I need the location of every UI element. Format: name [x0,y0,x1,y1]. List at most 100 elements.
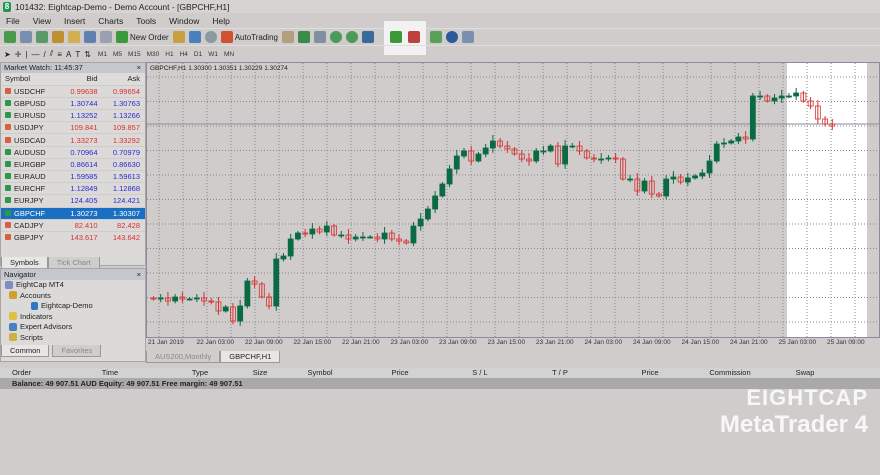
timeframe-h1[interactable]: H1 [165,50,174,58]
navigator-account-item[interactable]: Eightcap-Demo [1,301,145,312]
chart-window[interactable]: GBPCHF,H1 1.30300 1.30351 1.30229 1.3027… [146,62,880,338]
navigator-expert-advisors[interactable]: Expert Advisors [1,322,145,333]
market-watch-row[interactable]: GBPJPY 143.617 143.642 [1,231,145,241]
candle-body [619,158,626,180]
column-header[interactable]: Price [391,368,409,377]
candle-body [302,232,309,235]
timeframe-h4[interactable]: H4 [179,50,188,58]
market-watch-row[interactable]: USDJPY 109.841 109.857 [1,121,145,135]
signals-icon[interactable] [188,31,201,43]
chart-shift-icon[interactable] [389,31,402,43]
close-icon[interactable]: × [136,269,141,279]
menu-tools[interactable]: Tools [136,15,157,26]
timeframe-m5[interactable]: M5 [112,50,122,58]
column-header[interactable]: S / L [472,368,488,377]
time-label: 24 Jan 15:00 [681,339,720,346]
text-icon[interactable]: A [65,49,72,59]
market-watch-row[interactable]: CADJPY 82.410 82.428 [1,219,145,232]
timeframe-w1[interactable]: W1 [208,50,218,58]
menu-view[interactable]: View [32,15,51,26]
autotrading-button[interactable]: AutoTrading [220,31,278,43]
timeframe-m30[interactable]: M30 [146,50,160,58]
new-chart-icon[interactable] [4,31,16,43]
indicators-icon[interactable] [429,31,442,43]
timeframe-m1[interactable]: M1 [97,50,107,58]
horizontal-line-icon[interactable]: — [31,49,40,59]
column-header[interactable]: Size [252,368,268,377]
arrow-up-icon [5,160,11,167]
tester-icon[interactable] [100,31,112,43]
tile-windows-icon[interactable] [361,31,374,43]
tab-gbpchf-h1[interactable]: GBPCHF,H1 [220,351,281,363]
timeframe-m15[interactable]: M15 [127,50,141,58]
market-watch-row[interactable]: GBPUSD 1.30744 1.30763 [1,97,145,111]
market-watch-row[interactable]: GBPCHF 1.30273 1.30307 [1,207,145,220]
market-watch-row[interactable]: EURCHF 1.12849 1.12868 [1,182,145,196]
column-header[interactable]: Swap [795,368,815,377]
column-header[interactable]: Commission [709,368,751,377]
market-watch-row[interactable]: USDCAD 1.33273 1.33292 [1,133,145,147]
column-header[interactable]: Order [12,368,32,377]
close-icon[interactable]: × [136,63,141,72]
menu-file[interactable]: File [6,15,20,26]
navigator-tabs: Common Favorites [1,344,145,357]
navigator-accounts[interactable]: Accounts [1,290,145,301]
menu-insert[interactable]: Insert [63,15,86,26]
column-header[interactable]: Price [641,368,659,377]
column-header[interactable]: Type [191,368,209,377]
tab-aus200-monthly[interactable]: AUS200,Monthly [146,351,221,363]
fibonacci-icon[interactable]: ≡ [57,49,62,59]
column-header[interactable]: T / P [552,368,568,377]
tab-favorites[interactable]: Favorites [52,344,102,357]
menu-window[interactable]: Window [169,15,200,26]
timeframe-mn[interactable]: MN [223,50,235,58]
navigator-indicators[interactable]: Indicators [1,311,145,322]
timeframe-d1[interactable]: D1 [193,50,203,58]
zoom-out-icon[interactable] [345,31,358,43]
column-header[interactable]: Symbol [307,368,333,377]
market-icon[interactable] [204,31,217,43]
auto-scroll-icon[interactable] [407,31,420,43]
new-order-button[interactable]: New Order [116,31,169,43]
market-watch-row[interactable]: USDCHF 0.99638 0.99654 [1,85,145,98]
candlestick-chart[interactable] [147,63,879,337]
cursor-icon[interactable]: ➤ [4,49,11,59]
zoom-in-icon[interactable] [329,31,342,43]
menu-help[interactable]: Help [212,15,230,26]
navigator-root[interactable]: EightCap MT4 [1,280,145,291]
candlestick-chart-icon[interactable] [297,31,310,43]
menu-charts[interactable]: Charts [98,15,124,26]
eightcap-watermark: EIGHTCAP MetaTrader 4 [720,385,868,439]
candle-body [663,178,670,197]
candle-body [757,95,763,98]
market-watch-icon[interactable] [36,31,48,43]
column-header[interactable]: Time [101,368,119,377]
metaeditor-icon[interactable] [172,31,185,43]
market-watch-row[interactable]: AUDUSD 0.70964 0.70979 [1,146,145,159]
tab-common[interactable]: Common [1,344,50,357]
trendline-icon[interactable]: / [43,49,46,59]
navigator-scripts[interactable]: Scripts [1,332,145,343]
data-window-icon[interactable] [52,31,64,43]
candle-body [424,208,431,220]
market-watch-row[interactable]: EURGBP 0.86614 0.86630 [1,158,145,172]
templates-icon[interactable] [461,31,474,43]
arrows-icon[interactable]: ⇅ [84,49,91,59]
text-label-icon[interactable]: T [75,49,81,59]
line-chart-icon[interactable] [313,31,326,43]
market-watch-row[interactable]: EURUSD 1.13252 1.13266 [1,109,145,123]
channel-icon[interactable]: ⫽ [49,49,54,58]
periods-icon[interactable] [445,31,458,43]
candle-body [165,297,171,302]
navigator-icon[interactable] [68,31,80,43]
profiles-icon[interactable] [20,31,32,43]
candle-body [360,236,366,239]
bar-chart-icon[interactable] [281,31,294,43]
market-watch-row[interactable]: EURAUD 1.59585 1.59613 [1,170,145,184]
candle-body [244,280,251,307]
vertical-line-icon[interactable]: | [25,49,28,59]
crosshair-icon[interactable]: ✛ [14,49,22,59]
candle-body [179,296,186,300]
market-watch-row[interactable]: EURJPY 124.405 124.421 [1,194,145,208]
terminal-icon[interactable] [84,31,96,43]
